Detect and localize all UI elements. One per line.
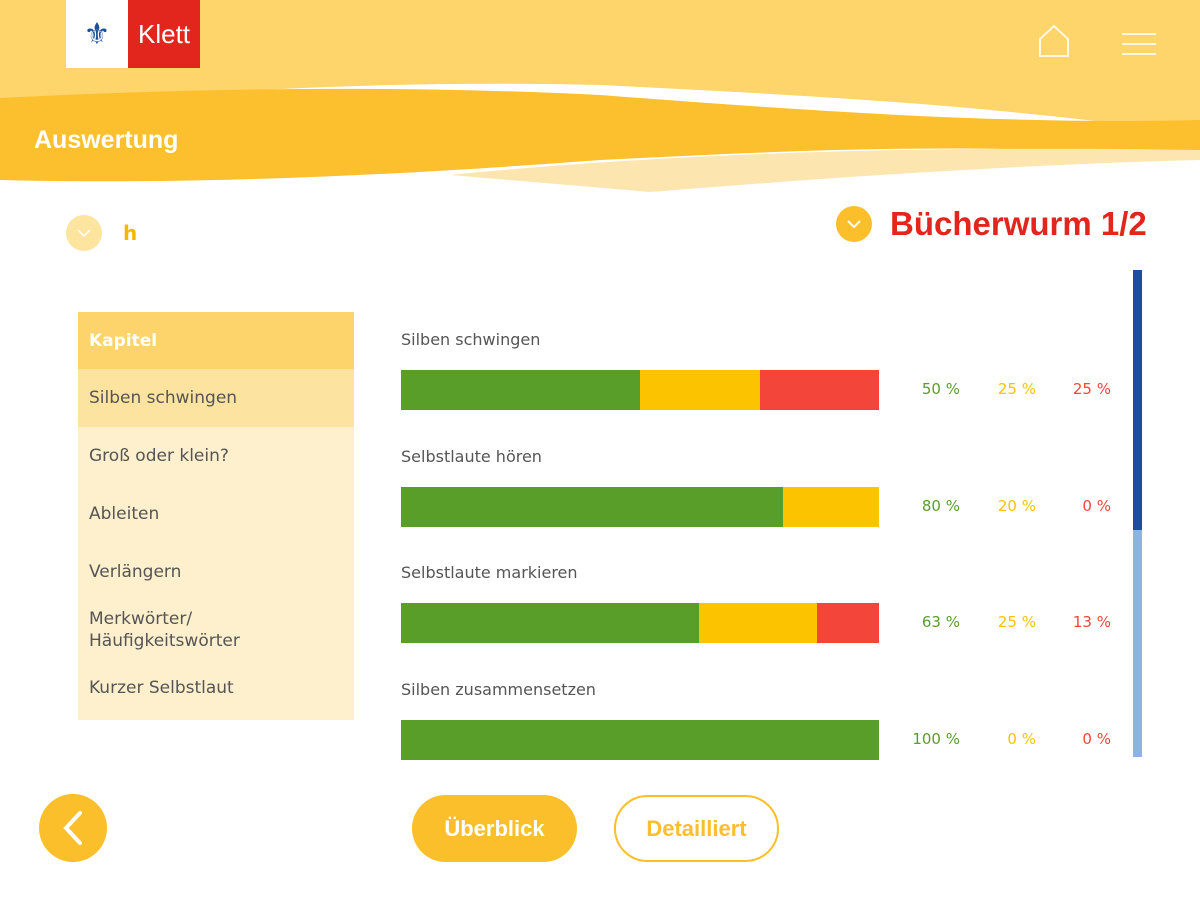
bar-segment [401, 603, 700, 643]
percent-label: 0 % [1082, 497, 1111, 515]
chart-row-label: Selbstlaute hören [401, 447, 542, 466]
letter-selector[interactable]: h [66, 215, 137, 251]
chart-row-label: Selbstlaute markieren [401, 563, 578, 582]
logo-emblem: ⚜ [66, 0, 128, 68]
page-title: Auswertung [34, 126, 179, 154]
bar-segment [699, 603, 818, 643]
stacked-bar [401, 720, 879, 760]
chapter-item[interactable]: Ableiten [89, 504, 160, 524]
percent-label: 100 % [912, 730, 960, 748]
stacked-bar [401, 487, 879, 527]
percent-label: 20 % [997, 497, 1036, 515]
chapter-list: Kapitel Silben schwingen Groß oder klein?… [78, 312, 354, 720]
percent-label: 25 % [997, 380, 1036, 398]
home-icon[interactable] [1038, 24, 1070, 58]
chart-row-label: Silben schwingen [401, 330, 541, 349]
chapter-item[interactable]: Groß oder klein? [89, 446, 229, 466]
scrollbar-track[interactable] [1133, 530, 1142, 757]
chapter-item[interactable]: Verlängern [89, 562, 182, 582]
percent-label: 0 % [1007, 730, 1036, 748]
stacked-bar [401, 370, 879, 410]
letter-selector-value: h [123, 221, 138, 245]
percent-label: 80 % [921, 497, 960, 515]
bar-segment [783, 487, 879, 527]
header-banner [0, 0, 1200, 200]
percent-label: 13 % [1072, 613, 1111, 631]
bar-segment [401, 487, 784, 527]
bar-segment [401, 720, 879, 760]
chart-row-label: Silben zusammensetzen [401, 680, 596, 699]
scrollbar-thumb[interactable] [1133, 270, 1142, 530]
percent-label: 25 % [997, 613, 1036, 631]
chapter-item[interactable]: Silben schwingen [78, 369, 354, 427]
percent-label: 0 % [1082, 730, 1111, 748]
chevron-down-icon [66, 215, 102, 251]
book-selector-value: Bücherwurm 1/2 [890, 205, 1147, 242]
percent-label: 63 % [921, 613, 960, 631]
stacked-bar [401, 603, 879, 643]
detailed-button[interactable]: Detailliert [614, 795, 779, 862]
bar-segment [640, 370, 760, 410]
menu-icon[interactable] [1120, 30, 1160, 60]
overview-button[interactable]: Überblick [412, 795, 577, 862]
chevron-left-icon [63, 811, 82, 845]
chapter-list-header: Kapitel [78, 312, 354, 369]
chapter-item[interactable]: Kurzer Selbstlaut [89, 678, 234, 698]
percent-label: 50 % [921, 380, 960, 398]
klett-logo: ⚜ Klett [66, 0, 200, 68]
chevron-down-icon [836, 206, 872, 242]
bar-segment [759, 370, 879, 410]
book-selector[interactable]: Bücherwurm 1/2 [836, 205, 1147, 243]
logo-text: Klett [128, 0, 200, 68]
percent-label: 25 % [1072, 380, 1111, 398]
bar-segment [817, 603, 879, 643]
chapter-item[interactable]: Merkwörter/ Häufigkeitswörter [89, 609, 240, 651]
bar-segment [401, 370, 640, 410]
back-button[interactable] [39, 794, 107, 862]
